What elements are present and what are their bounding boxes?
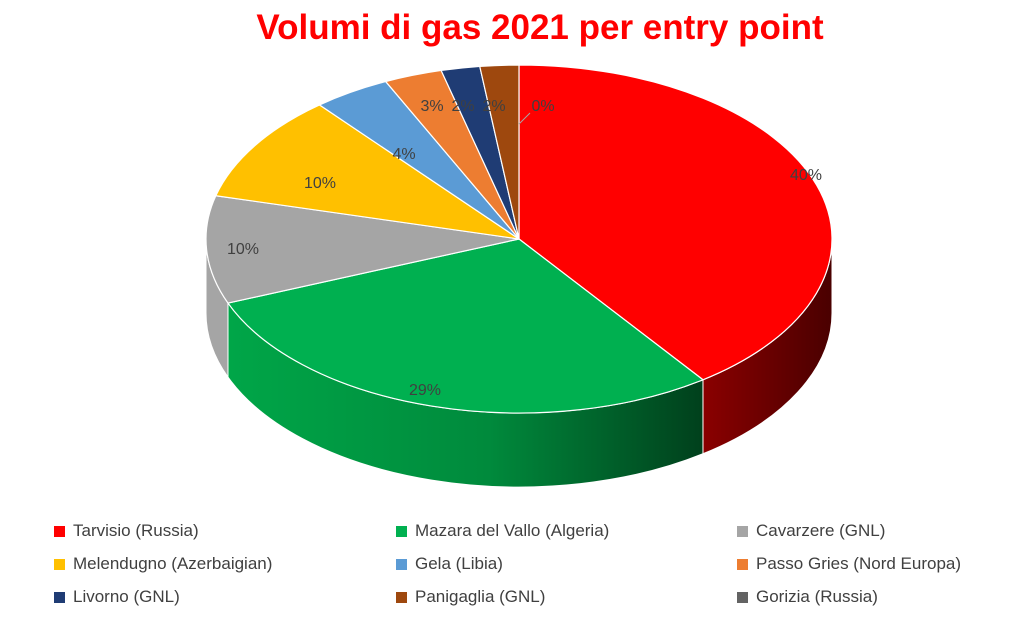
legend-swatch bbox=[737, 525, 748, 537]
legend-swatch bbox=[396, 525, 407, 537]
data-label-tarvisio-russia: 40% bbox=[790, 167, 822, 184]
legend-label: Gela (Libia) bbox=[415, 554, 503, 573]
data-label-gela-libia: 4% bbox=[392, 146, 415, 163]
legend-label: Cavarzere (GNL) bbox=[756, 521, 886, 540]
legend-label: Melendugno (Azerbaigian) bbox=[73, 554, 273, 573]
legend-swatch bbox=[54, 525, 65, 537]
pie-chart: 40% 29% 10% 10% 4% 3% 2% 2% 0% bbox=[205, 64, 833, 488]
data-label-panigaglia-gnl: 2% bbox=[482, 98, 505, 115]
legend-swatch bbox=[396, 558, 407, 570]
legend-label: Gorizia (Russia) bbox=[756, 587, 878, 606]
legend-swatch bbox=[737, 558, 748, 570]
legend-swatch bbox=[737, 591, 748, 603]
legend-item-panigaglia-gnl: Panigaglia (GNL) bbox=[396, 585, 545, 609]
legend-item-gorizia-russia: Gorizia (Russia) bbox=[737, 585, 878, 609]
legend-item-melendugno-azerbaigian: Melendugno (Azerbaigian) bbox=[54, 552, 272, 576]
legend-label: Panigaglia (GNL) bbox=[415, 587, 546, 606]
legend-swatch bbox=[396, 591, 407, 603]
pie-slice-melendugno-azerbaigian bbox=[214, 104, 520, 240]
legend-item-tarvisio-russia: Tarvisio (Russia) bbox=[54, 519, 199, 543]
legend-item-passo-gries-nord-europa: Passo Gries (Nord Europa) bbox=[737, 552, 961, 576]
legend-swatch bbox=[54, 591, 65, 603]
legend-label: Tarvisio (Russia) bbox=[73, 521, 199, 540]
pie-slice-tarvisio-russia bbox=[518, 64, 833, 381]
chart-title: Volumi di gas 2021 per entry point bbox=[256, 8, 824, 47]
pie-slice-panigaglia-gnl bbox=[479, 64, 520, 240]
legend-label: Mazara del Vallo (Algeria) bbox=[415, 521, 610, 540]
legend: Tarvisio (Russia) Mazara del Vallo (Alger… bbox=[0, 514, 1024, 614]
legend-label: Passo Gries (Nord Europa) bbox=[756, 554, 962, 573]
data-label-livorno-gnl: 2% bbox=[451, 98, 474, 115]
data-label-mazara-del-vallo-algeria: 29% bbox=[409, 382, 441, 399]
legend-item-cavarzere-gnl: Cavarzere (GNL) bbox=[737, 519, 885, 543]
data-label-melendugno-azerbaigian: 10% bbox=[304, 175, 336, 192]
pie-slice-mazara-del-vallo-algeria bbox=[226, 238, 705, 414]
data-label-cavarzere-gnl: 10% bbox=[227, 241, 259, 258]
pie-slice-cavarzere-gnl bbox=[205, 195, 520, 304]
legend-item-livorno-gnl: Livorno (GNL) bbox=[54, 585, 180, 609]
legend-item-mazara-del-vallo-algeria: Mazara del Vallo (Algeria) bbox=[396, 519, 609, 543]
legend-label: Livorno (GNL) bbox=[73, 587, 180, 606]
legend-item-gela-libia: Gela (Libia) bbox=[396, 552, 503, 576]
data-label-gorizia-russia: 0% bbox=[531, 98, 554, 115]
legend-swatch bbox=[54, 558, 65, 570]
leader-line-gorizia bbox=[518, 112, 531, 125]
data-label-passo-gries-nord-europa: 3% bbox=[420, 98, 443, 115]
